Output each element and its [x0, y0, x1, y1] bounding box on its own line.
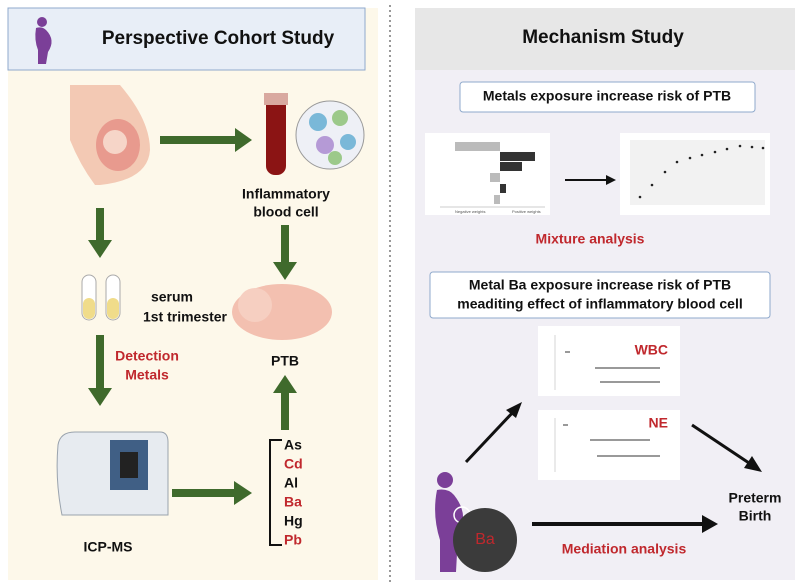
axis-label: Negative weights — [455, 209, 485, 214]
finding-text: Metal Ba exposure increase risk of PTB — [469, 277, 731, 293]
dose-response-plot — [620, 133, 770, 215]
icp-ms-label: ICP-MS — [84, 539, 133, 555]
fetus-illustration — [232, 284, 332, 340]
metal: As — [284, 437, 302, 453]
axis-label: Positive weights — [512, 209, 541, 214]
icon-head — [37, 17, 47, 27]
inflammatory-label: blood cell — [253, 204, 318, 220]
weight-bar — [494, 195, 500, 204]
weight-bar — [500, 184, 506, 193]
arrow-right — [532, 515, 718, 533]
arrow-up — [273, 375, 297, 430]
serum-label: serum — [151, 289, 193, 305]
point — [725, 147, 729, 151]
mixture-plot: Negative weights Positive weights — [425, 133, 550, 215]
cell — [332, 110, 348, 126]
metal: Al — [284, 475, 298, 491]
forest-label: WBC — [635, 342, 668, 358]
pregnant-icon — [35, 17, 52, 64]
ba-ball — [453, 508, 517, 572]
plot-bg — [538, 326, 680, 396]
left-header — [7, 7, 366, 71]
point — [675, 160, 679, 164]
arrow-down — [88, 335, 112, 406]
outcome-label: Birth — [739, 508, 772, 524]
weight-bar — [455, 142, 500, 151]
serum — [83, 298, 95, 319]
mediation-label: Mediation analysis — [562, 541, 687, 557]
metal: Cd — [284, 456, 303, 472]
serum — [107, 298, 119, 319]
outcome-label: Preterm — [729, 490, 782, 506]
cells — [295, 100, 365, 170]
arrow-line — [464, 408, 517, 464]
finding-box — [459, 81, 756, 113]
left-title: Perspective Cohort Study — [102, 28, 335, 49]
forest-plot: WBC — [538, 326, 680, 396]
finding-text: meaditing effect of inflammatory blood c… — [457, 296, 742, 312]
bracket — [269, 439, 282, 546]
serum-label: 1st trimester — [143, 309, 228, 325]
finding-text: Metals exposure increase risk of PTB — [483, 88, 731, 104]
arrow-right — [565, 175, 616, 185]
point — [688, 156, 692, 160]
arrow-head — [744, 456, 762, 472]
pregnant-belly — [70, 85, 150, 185]
arrow-right — [160, 128, 252, 152]
cell — [309, 113, 327, 131]
cell — [340, 134, 356, 150]
point — [738, 144, 742, 148]
weight-bar — [500, 162, 522, 171]
icon-body — [35, 27, 52, 64]
detection-label: Metals — [125, 367, 169, 383]
blood-tube — [264, 93, 288, 175]
arrow-down — [88, 208, 112, 258]
tube-cap — [264, 93, 288, 105]
fetus — [103, 130, 127, 154]
arrow-line — [691, 423, 753, 467]
metal: Pb — [284, 532, 302, 548]
point — [663, 170, 667, 174]
forest-label: NE — [649, 415, 668, 431]
mixture-label: Mixture analysis — [536, 231, 645, 247]
point — [638, 195, 642, 199]
tube-blood — [266, 95, 286, 175]
cell — [316, 136, 334, 154]
ptb-label: PTB — [271, 353, 299, 369]
point — [750, 145, 754, 149]
serum-tubes — [81, 274, 121, 321]
detection-label: Detection — [115, 348, 179, 364]
arrow-down — [273, 225, 297, 280]
arrow-head — [506, 402, 522, 418]
icp-ms-machine — [56, 431, 169, 516]
point — [700, 153, 704, 157]
metal: Ba — [284, 494, 302, 510]
plot-bg — [538, 410, 680, 480]
point — [713, 150, 717, 154]
machine-slot — [120, 452, 138, 478]
fetus-head — [238, 288, 272, 322]
arrow-right — [172, 481, 252, 505]
forest-plot: NE — [538, 410, 680, 480]
inflammatory-label: Inflammatory — [242, 186, 330, 202]
right-header — [415, 8, 795, 70]
right-title: Mechanism Study — [522, 27, 684, 48]
point — [650, 183, 654, 187]
point — [761, 146, 765, 150]
plot-panel — [630, 140, 765, 205]
finding-box — [429, 271, 771, 319]
weight-bar — [490, 173, 500, 182]
weight-bar — [500, 152, 535, 161]
metal: Hg — [284, 513, 303, 529]
ba-label: Ba — [475, 531, 495, 548]
woman-head — [437, 472, 453, 488]
cell — [328, 151, 342, 165]
